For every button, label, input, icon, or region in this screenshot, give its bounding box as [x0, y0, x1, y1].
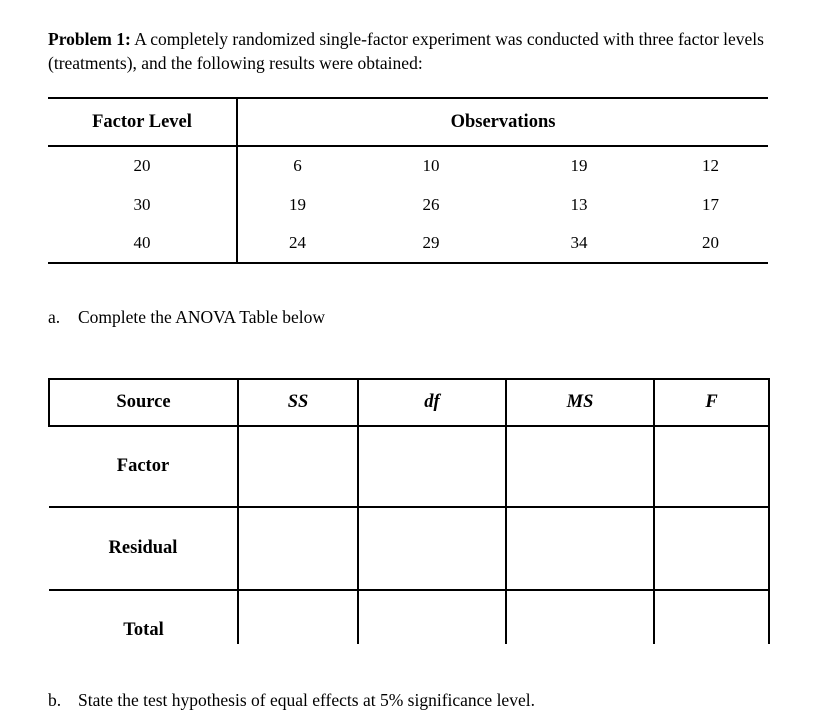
- observation-cell: 6: [293, 156, 302, 175]
- observation-cell: 26: [422, 194, 440, 214]
- problem-statement: Problem 1: A completely randomized singl…: [48, 27, 785, 75]
- anova-row-total: Total: [49, 590, 770, 670]
- factor-level-cell: 30: [48, 185, 238, 224]
- item-b-text: State the test hypothesis of equal effec…: [78, 690, 535, 710]
- anova-row-label: Residual: [49, 507, 238, 591]
- anova-empty-cell: [357, 426, 506, 508]
- anova-row-residual: Residual: [49, 507, 770, 591]
- table-row: 20 6 10 19 12: [48, 146, 768, 185]
- observations-table: Factor Level Observations 20 6 10 19 12 …: [48, 97, 769, 264]
- item-b-marker: b.: [48, 690, 62, 710]
- observation-cell: 19: [289, 194, 306, 214]
- observation-cell: 10: [422, 156, 440, 175]
- table-row: 40 24 29 34 20: [48, 224, 769, 264]
- anova-header-row: Source SS df MS F: [48, 378, 770, 427]
- observation-cell: 13: [570, 194, 588, 214]
- observation-cell: 17: [702, 194, 720, 214]
- table-row: 30 19 26 13 17: [48, 185, 768, 224]
- anova-empty-cell: [237, 426, 358, 508]
- observation-cell: 20: [653, 224, 769, 264]
- observation-cell: 19: [570, 156, 588, 175]
- anova-row-label: Factor: [49, 426, 238, 508]
- anova-header-ms: MS: [505, 378, 654, 427]
- anova-empty-cell: [237, 507, 358, 591]
- anova-empty-cell: [653, 426, 770, 508]
- observations-table-header-row: Factor Level Observations: [48, 97, 769, 147]
- factor-level-cell: 40: [48, 224, 238, 264]
- anova-header-ss: SS: [237, 378, 358, 427]
- list-item-b: b. State the test hypothesis of equal ef…: [48, 688, 535, 712]
- anova-row-factor: Factor: [49, 426, 770, 508]
- anova-header-df: df: [357, 378, 506, 427]
- anova-empty-cell: [505, 426, 654, 508]
- item-a-text: Complete the ANOVA Table below: [78, 307, 325, 327]
- problem-label: Problem 1:: [48, 29, 131, 49]
- factor-level-cell: 20: [48, 146, 238, 185]
- factor-level-header: Factor Level: [48, 97, 238, 147]
- observation-cell: 29: [357, 224, 505, 264]
- anova-empty-cell: [653, 590, 770, 670]
- observation-cell: 34: [505, 224, 653, 264]
- observations-header: Observations: [237, 97, 769, 147]
- anova-empty-cell: [357, 590, 506, 670]
- anova-header-f: F: [653, 378, 770, 427]
- list-item-a: a. Complete the ANOVA Table below: [48, 305, 325, 329]
- anova-row-label: Total: [123, 620, 164, 640]
- anova-empty-cell: [653, 507, 770, 591]
- anova-empty-cell: [505, 507, 654, 591]
- anova-header-source: Source: [48, 378, 238, 427]
- anova-empty-cell: [357, 507, 506, 591]
- problem-text: A completely randomized single-factor ex…: [48, 29, 764, 73]
- observation-cell: 12: [702, 156, 720, 175]
- observation-cell: 24: [237, 224, 357, 264]
- anova-empty-cell: [237, 590, 358, 670]
- anova-empty-cell: [505, 590, 654, 670]
- item-a-marker: a.: [48, 307, 61, 327]
- anova-table: Source SS df MS F Factor Residual Total: [48, 378, 770, 670]
